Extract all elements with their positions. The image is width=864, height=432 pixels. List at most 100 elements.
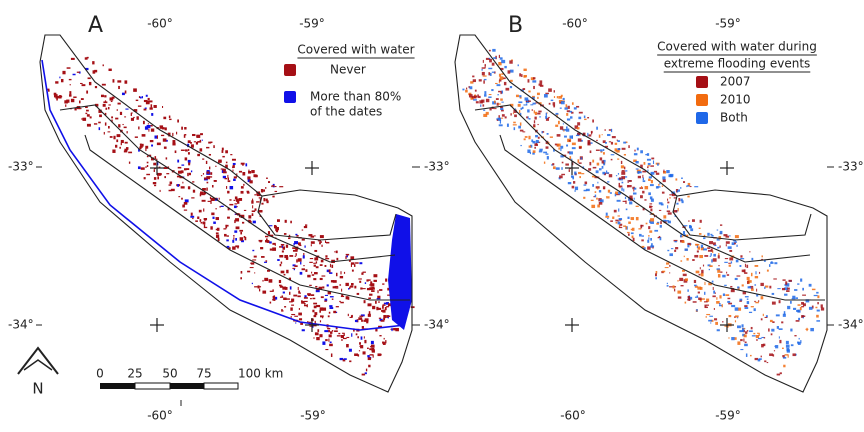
pixel <box>666 262 670 265</box>
pixel <box>72 73 76 76</box>
pixel <box>783 364 786 368</box>
pixel <box>303 252 305 256</box>
pixel <box>353 328 355 332</box>
pixel <box>227 216 230 219</box>
pixel <box>562 123 565 125</box>
pixel <box>534 111 538 116</box>
pixel <box>156 142 161 146</box>
pixel <box>498 54 501 58</box>
pixel <box>816 314 819 318</box>
pixel <box>124 116 127 118</box>
pixel <box>465 87 468 90</box>
pixel <box>279 186 284 188</box>
pixel <box>284 306 287 308</box>
pixel <box>215 228 218 231</box>
pixel <box>358 350 361 352</box>
pixel <box>673 197 677 199</box>
pixel <box>795 320 800 322</box>
pixel <box>273 298 276 301</box>
pixel <box>339 284 342 286</box>
pixel <box>669 197 671 199</box>
pixel <box>690 228 694 232</box>
pixel <box>565 128 570 132</box>
pixel <box>304 303 306 305</box>
pixel <box>358 317 363 320</box>
pixel <box>578 116 582 120</box>
pixel <box>380 320 385 322</box>
pixel <box>198 209 202 213</box>
pixel <box>181 197 183 200</box>
pixel <box>511 59 513 61</box>
pixel <box>750 272 753 277</box>
pixel <box>657 163 659 166</box>
pixel <box>203 226 208 229</box>
pixel <box>570 116 573 119</box>
pixel <box>548 116 550 119</box>
pixel <box>592 159 595 163</box>
pixel <box>472 95 476 99</box>
pixel <box>220 205 224 208</box>
pixel <box>667 205 669 209</box>
pixel <box>514 114 517 118</box>
pixel <box>617 221 621 225</box>
pixel <box>482 75 487 77</box>
pixel <box>162 138 167 142</box>
pixel <box>811 288 816 291</box>
pixel <box>669 194 673 196</box>
pixel <box>499 76 504 80</box>
pixel <box>510 79 513 82</box>
pixel <box>373 274 378 278</box>
pixel <box>319 310 321 313</box>
pixel <box>649 184 654 187</box>
pixel <box>307 293 311 297</box>
pixel <box>325 255 328 258</box>
pixel <box>62 70 66 75</box>
pixel <box>304 224 308 226</box>
pixel <box>384 306 387 311</box>
pixel <box>553 90 555 93</box>
pixel <box>597 187 599 190</box>
pixel <box>610 158 613 161</box>
pixel <box>201 139 203 141</box>
pixel <box>377 295 381 299</box>
pixel <box>69 94 72 97</box>
pixel <box>359 315 364 317</box>
pixel <box>779 339 782 344</box>
pixel <box>560 94 563 97</box>
lon-label: -60° <box>147 17 173 31</box>
pixel <box>176 175 181 178</box>
pixel <box>650 171 655 175</box>
pixel <box>258 239 263 242</box>
pixel <box>118 85 120 90</box>
pixel <box>329 263 331 268</box>
pixel <box>296 259 298 263</box>
pixel <box>753 332 756 335</box>
pixel <box>537 112 541 115</box>
pixel <box>521 106 524 109</box>
pixel <box>608 174 613 178</box>
pixel <box>758 271 761 274</box>
pixel <box>146 161 149 164</box>
pixel <box>154 135 158 139</box>
pixel <box>103 101 108 104</box>
pixel <box>151 157 155 161</box>
pixel <box>598 190 602 193</box>
pixel <box>271 185 273 188</box>
pixel <box>343 333 345 337</box>
pixel <box>700 247 705 251</box>
pixel <box>195 141 199 145</box>
pixel <box>147 97 150 101</box>
pixel <box>560 155 564 158</box>
pixel <box>274 244 276 246</box>
pixel <box>482 104 485 107</box>
pixel <box>688 298 691 301</box>
pixel <box>654 273 657 277</box>
pixel <box>734 235 739 239</box>
pixel <box>552 166 556 170</box>
pixel <box>60 78 64 83</box>
pixel <box>193 141 197 143</box>
inner-boundary <box>257 195 397 241</box>
pixel <box>709 315 713 317</box>
pixel <box>386 306 390 308</box>
pixel <box>523 68 527 72</box>
